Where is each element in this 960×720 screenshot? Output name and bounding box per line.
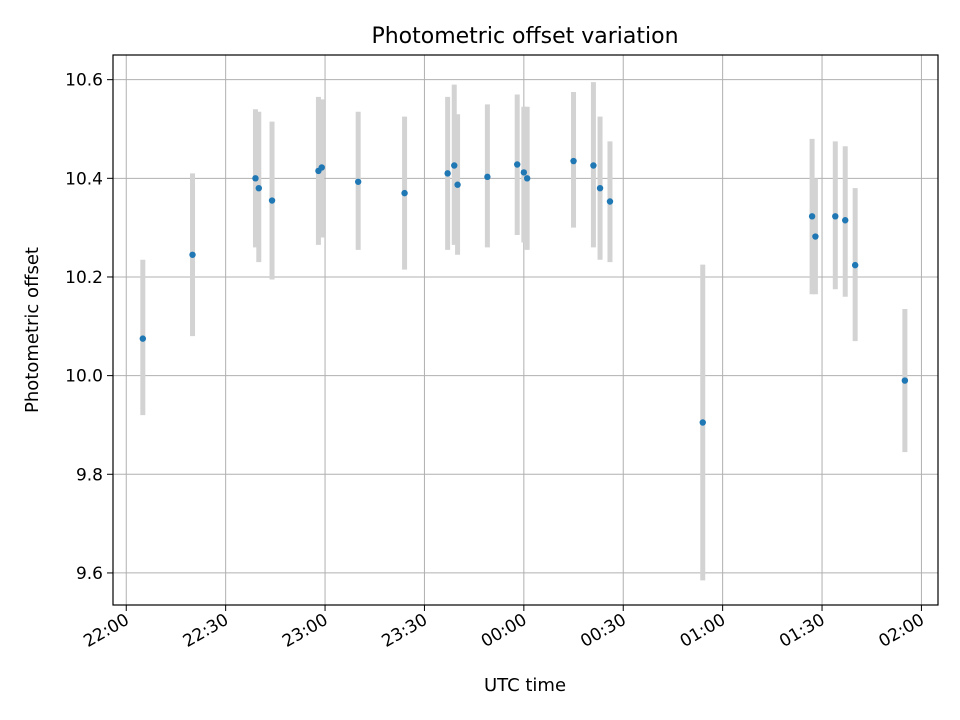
data-point — [401, 189, 408, 197]
data-point — [590, 162, 597, 169]
data-point — [606, 198, 614, 205]
data-point — [514, 161, 521, 168]
chart-title: Photometric offset variation — [371, 24, 678, 49]
y-axis-ticks: 9.6 9.8 10.0 10.2 10.4 10.6 — [65, 71, 113, 584]
data-point — [842, 217, 849, 224]
data-point — [139, 335, 147, 342]
x-tick-label: 02:00 — [875, 610, 927, 652]
data-point — [454, 181, 461, 188]
y-tick-label: 9.6 — [76, 564, 103, 584]
y-tick-label: 10.4 — [65, 169, 103, 189]
data-point — [520, 169, 528, 176]
y-tick-label: 10.0 — [65, 367, 103, 387]
y-tick-label: 10.6 — [65, 71, 103, 91]
data-point — [808, 213, 816, 220]
data-point — [596, 184, 604, 192]
data-point — [268, 197, 276, 204]
data-point — [851, 261, 859, 269]
x-tick-label: 01:00 — [677, 610, 729, 652]
data-point — [189, 251, 196, 258]
x-tick-label: 23:30 — [379, 610, 431, 652]
y-tick-label: 9.8 — [76, 465, 103, 485]
data-point — [523, 175, 531, 182]
data-point — [570, 157, 577, 165]
data-point — [354, 178, 362, 185]
x-tick-label: 22:00 — [80, 610, 132, 652]
data-point — [255, 184, 262, 192]
plot-frame — [112, 54, 939, 606]
data-point — [901, 377, 909, 384]
y-tick-label: 10.2 — [65, 268, 103, 288]
x-axis-label: UTC time — [484, 675, 566, 696]
x-tick-label: 22:30 — [180, 610, 232, 652]
data-point — [252, 175, 259, 182]
data-point — [484, 173, 491, 181]
x-tick-label: 00:30 — [577, 610, 629, 652]
x-axis-ticks: 22:00 22:30 23:00 23:30 00:00 00:30 01:00 01:30… — [80, 605, 928, 652]
x-tick-label: 00:00 — [478, 610, 530, 652]
data-point — [318, 164, 325, 171]
x-tick-label: 23:00 — [279, 610, 331, 652]
data-point — [451, 162, 458, 169]
data-point — [832, 213, 839, 220]
y-axis-label: Photometric offset — [22, 247, 43, 413]
data-points — [139, 157, 909, 426]
data-point — [699, 419, 706, 426]
x-tick-label: 01:30 — [776, 610, 828, 652]
data-point — [812, 233, 819, 240]
data-point — [444, 170, 451, 177]
